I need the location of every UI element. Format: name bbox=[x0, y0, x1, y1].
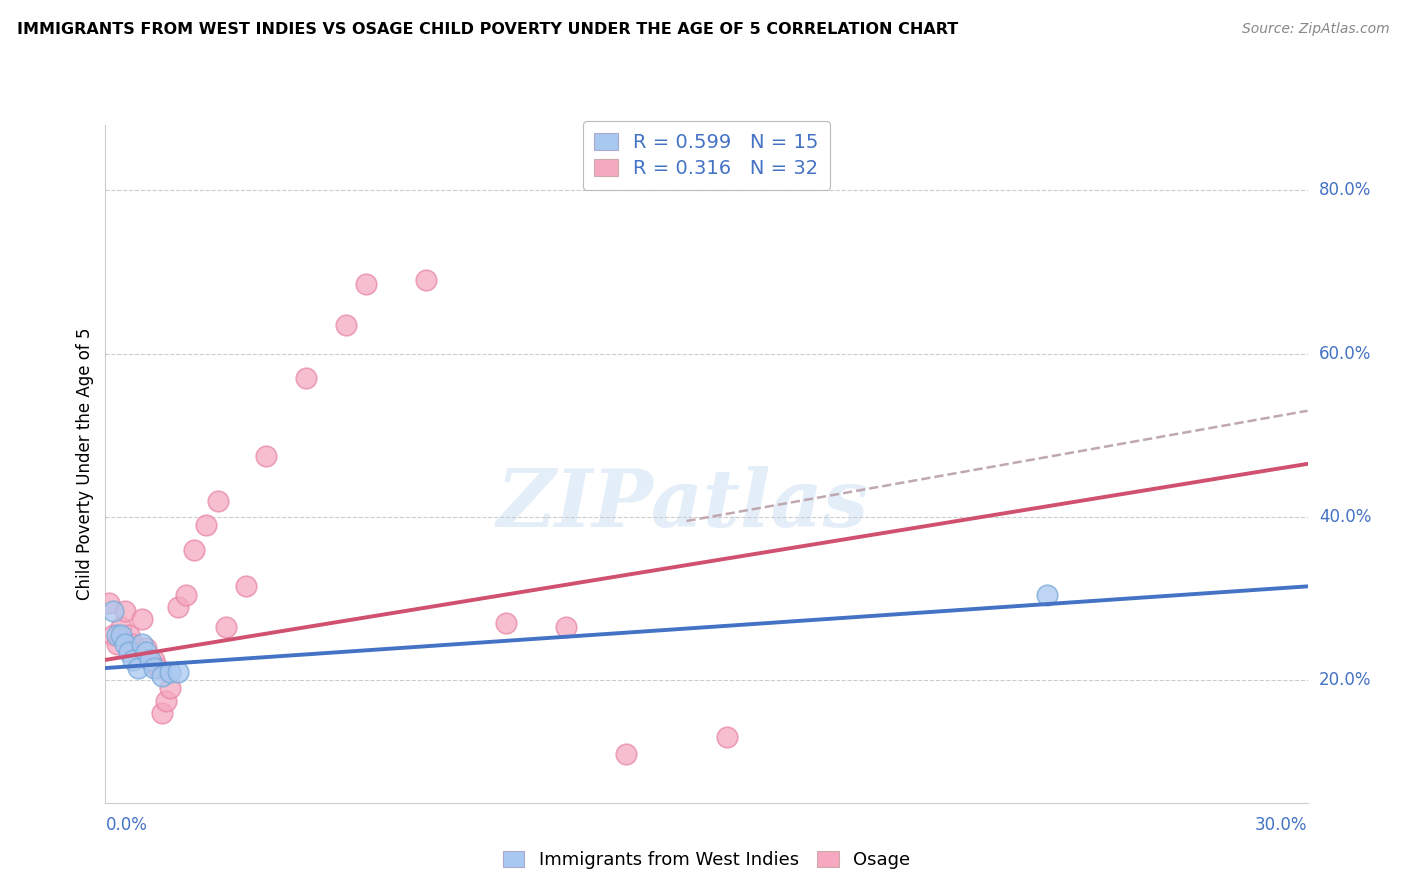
Text: ZIPatlas: ZIPatlas bbox=[496, 466, 869, 543]
Point bbox=[207, 493, 229, 508]
Point bbox=[118, 628, 141, 642]
Point bbox=[150, 669, 173, 683]
Point bbox=[616, 747, 638, 761]
Point bbox=[174, 588, 197, 602]
Text: IMMIGRANTS FROM WEST INDIES VS OSAGE CHILD POVERTY UNDER THE AGE OF 5 CORRELATIO: IMMIGRANTS FROM WEST INDIES VS OSAGE CHI… bbox=[17, 22, 957, 37]
Point bbox=[214, 620, 236, 634]
Point bbox=[295, 371, 318, 385]
Legend: Immigrants from West Indies, Osage: Immigrants from West Indies, Osage bbox=[494, 842, 920, 879]
Point bbox=[495, 616, 517, 631]
Text: 60.0%: 60.0% bbox=[1319, 344, 1371, 362]
Point bbox=[110, 628, 132, 642]
Point bbox=[183, 542, 205, 557]
Point bbox=[166, 665, 188, 679]
Point bbox=[103, 604, 125, 618]
Point bbox=[235, 579, 257, 593]
Text: Source: ZipAtlas.com: Source: ZipAtlas.com bbox=[1241, 22, 1389, 37]
Y-axis label: Child Poverty Under the Age of 5: Child Poverty Under the Age of 5 bbox=[76, 327, 94, 600]
Point bbox=[146, 661, 169, 675]
Point bbox=[335, 318, 357, 332]
Text: 40.0%: 40.0% bbox=[1319, 508, 1371, 526]
Point bbox=[122, 653, 145, 667]
Point bbox=[135, 640, 157, 655]
Point bbox=[103, 628, 125, 642]
Point bbox=[254, 449, 277, 463]
Point bbox=[1036, 588, 1059, 602]
Point bbox=[107, 628, 129, 642]
Point bbox=[142, 653, 165, 667]
Point bbox=[127, 648, 149, 663]
Point bbox=[127, 661, 149, 675]
Text: 0.0%: 0.0% bbox=[105, 816, 148, 834]
Text: 20.0%: 20.0% bbox=[1319, 672, 1371, 690]
Point bbox=[114, 636, 136, 650]
Point bbox=[138, 653, 160, 667]
Point bbox=[716, 731, 738, 745]
Point bbox=[415, 273, 437, 287]
Point bbox=[122, 636, 145, 650]
Point bbox=[114, 604, 136, 618]
Point bbox=[107, 636, 129, 650]
Point bbox=[166, 599, 188, 614]
Text: 80.0%: 80.0% bbox=[1319, 181, 1371, 199]
Text: 30.0%: 30.0% bbox=[1256, 816, 1308, 834]
Point bbox=[155, 694, 177, 708]
Point bbox=[135, 645, 157, 659]
Point bbox=[138, 653, 160, 667]
Point bbox=[150, 706, 173, 720]
Point bbox=[159, 681, 181, 696]
Point bbox=[98, 596, 121, 610]
Point bbox=[131, 636, 153, 650]
Point bbox=[142, 661, 165, 675]
Point bbox=[194, 518, 217, 533]
Point bbox=[555, 620, 578, 634]
Point bbox=[131, 612, 153, 626]
Point bbox=[159, 665, 181, 679]
Point bbox=[118, 645, 141, 659]
Point bbox=[354, 277, 377, 292]
Point bbox=[110, 620, 132, 634]
